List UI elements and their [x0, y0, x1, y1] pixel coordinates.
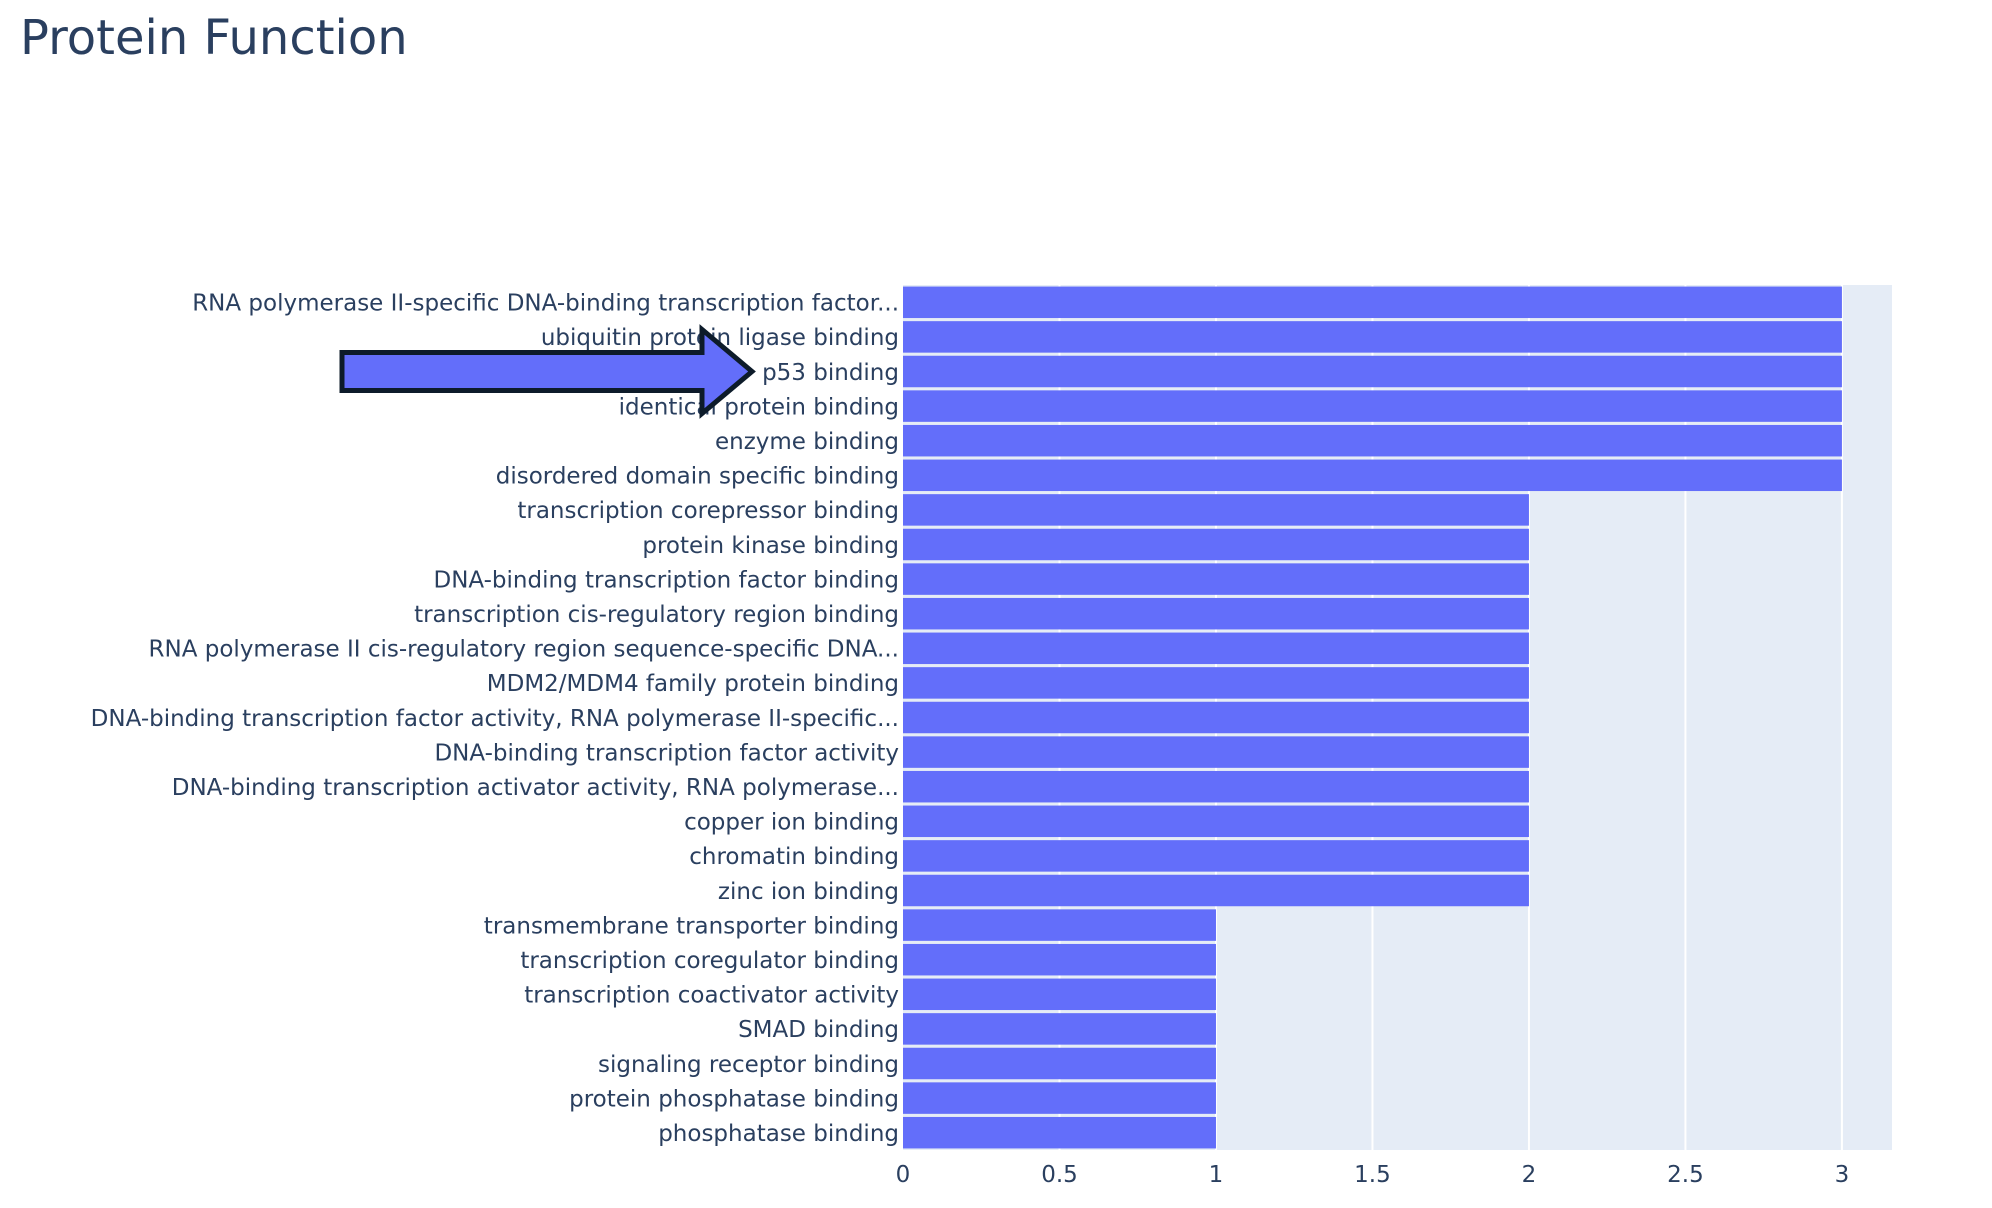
- x-tick-label: 1.5: [1354, 1162, 1391, 1188]
- y-category-label: transcription corepressor binding: [517, 498, 899, 524]
- x-tick-label: 3: [1835, 1162, 1850, 1188]
- bar: [903, 874, 1529, 907]
- bar: [903, 424, 1842, 457]
- y-category-label: transcription cis-regulatory region bind…: [414, 602, 899, 628]
- y-category-label: phosphatase binding: [658, 1121, 899, 1147]
- bar: [903, 770, 1529, 803]
- x-tick-label: 0.5: [1041, 1162, 1078, 1188]
- y-category-label: SMAD binding: [738, 1017, 899, 1043]
- bar: [903, 909, 1216, 941]
- x-tick-label: 2: [1522, 1162, 1537, 1188]
- x-axis-ticks: 0 0.5 1 1.5 2 2.5 3: [896, 1162, 1850, 1188]
- y-category-label: signaling receptor binding: [598, 1052, 899, 1078]
- y-category-label: disordered domain specific binding: [496, 464, 899, 490]
- bar: [903, 1116, 1216, 1149]
- bar: [903, 978, 1216, 1011]
- y-category-label: DNA-binding transcription factor binding: [433, 567, 899, 593]
- y-category-label: enzyme binding: [715, 429, 899, 455]
- y-category-label: transmembrane transporter binding: [484, 913, 899, 939]
- bar: [903, 943, 1216, 976]
- y-category-label: RNA polymerase II-specific DNA-binding t…: [192, 291, 899, 317]
- bar: [903, 667, 1529, 699]
- annotations: [339, 324, 756, 419]
- y-category-label: transcription coregulator binding: [520, 948, 899, 974]
- bar: [903, 494, 1529, 526]
- x-tick-label: 1: [1209, 1162, 1224, 1188]
- y-category-label: transcription coactivator activity: [524, 983, 899, 1009]
- bar: [903, 597, 1529, 630]
- bar: [903, 528, 1529, 561]
- y-axis-labels: RNA polymerase II-specific DNA-binding t…: [91, 291, 899, 1147]
- y-category-label: DNA-binding transcription activator acti…: [172, 775, 899, 801]
- bar: [903, 736, 1529, 768]
- annotation-arrow-icon: [339, 324, 756, 419]
- bars: [903, 286, 1842, 1149]
- bar: [903, 701, 1529, 734]
- bar: [903, 390, 1842, 422]
- x-tick-label: 2.5: [1667, 1162, 1704, 1188]
- y-category-label: DNA-binding transcription factor activit…: [91, 706, 899, 732]
- y-category-label: zinc ion binding: [718, 879, 899, 905]
- bar: [903, 840, 1529, 872]
- y-category-label: chromatin binding: [689, 844, 899, 870]
- chart-title: Protein Function: [20, 10, 408, 66]
- y-category-label: protein phosphatase binding: [569, 1086, 899, 1112]
- bar: [903, 355, 1842, 388]
- bar: [903, 632, 1529, 665]
- y-category-label: p53 binding: [762, 360, 899, 386]
- y-category-label: identical protein binding: [619, 394, 899, 420]
- bar: [903, 1082, 1216, 1114]
- bar: [903, 459, 1842, 492]
- y-category-label: MDM2/MDM4 family protein binding: [487, 671, 899, 697]
- y-category-label: protein kinase binding: [642, 533, 899, 559]
- bar: [903, 563, 1529, 595]
- y-category-label: DNA-binding transcription factor activit…: [434, 740, 899, 766]
- bar: [903, 1013, 1216, 1045]
- x-tick-label: 0: [896, 1162, 911, 1188]
- bar: [903, 286, 1842, 319]
- y-category-label: copper ion binding: [684, 810, 899, 836]
- y-category-label: RNA polymerase II cis-regulatory region …: [149, 637, 899, 663]
- bar: [903, 805, 1529, 838]
- bar: [903, 1047, 1216, 1080]
- bar: [903, 321, 1842, 353]
